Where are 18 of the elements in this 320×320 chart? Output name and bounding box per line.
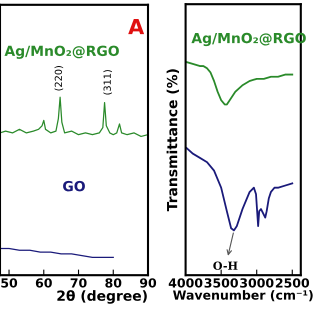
x-axis-title: 2θ (degree) — [57, 290, 147, 304]
text: (311) — [103, 70, 112, 95]
x-tick-label: 2500 — [276, 278, 310, 288]
x-tick-label: 3000 — [240, 278, 274, 288]
x-tick-label: 3500 — [204, 278, 238, 288]
x-tick-label: 4000 — [168, 278, 202, 288]
y-axis-title: Transmittance (%) — [166, 69, 179, 212]
annotation: O-H — [213, 261, 238, 270]
text: Ag/MnO₂@RGO — [4, 46, 119, 59]
annotation: GO — [63, 180, 85, 192]
x-tick-label: 80 — [105, 278, 122, 288]
x-tick-label: 60 — [36, 278, 52, 288]
x-tick-label: 50 — [1, 278, 18, 288]
text: A — [128, 18, 144, 34]
x-tick-label: 90 — [140, 278, 156, 288]
x-tick-label: 70 — [70, 278, 87, 288]
text: (220) — [54, 66, 64, 90]
x-axis-title: Wavenumber (cm⁻¹) — [173, 290, 313, 302]
